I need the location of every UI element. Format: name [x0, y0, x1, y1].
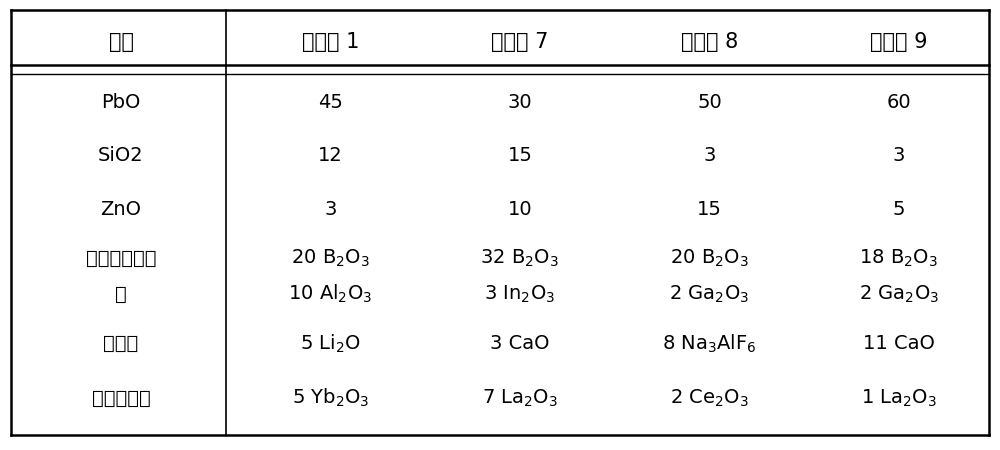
Text: 60: 60: [887, 93, 911, 112]
Text: 20 B$_2$O$_3$: 20 B$_2$O$_3$: [670, 248, 749, 269]
Text: 50: 50: [697, 93, 722, 112]
Text: 30: 30: [508, 93, 532, 112]
Text: 镧系氧化物: 镧系氧化物: [92, 389, 150, 408]
Text: 8 Na$_3$AlF$_6$: 8 Na$_3$AlF$_6$: [662, 333, 757, 355]
Text: 实施例 9: 实施例 9: [870, 32, 928, 52]
Text: 15: 15: [697, 200, 722, 219]
Text: 实施例 1: 实施例 1: [302, 32, 359, 52]
Text: 1 La$_2$O$_3$: 1 La$_2$O$_3$: [861, 387, 937, 409]
Text: 45: 45: [318, 93, 343, 112]
Text: 20 B$_2$O$_3$: 20 B$_2$O$_3$: [291, 248, 370, 269]
Text: 18 B$_2$O$_3$: 18 B$_2$O$_3$: [859, 248, 938, 269]
Text: 7 La$_2$O$_3$: 7 La$_2$O$_3$: [482, 387, 558, 409]
Text: 3 CaO: 3 CaO: [490, 334, 550, 353]
Text: 32 B$_2$O$_3$: 32 B$_2$O$_3$: [480, 248, 559, 269]
Text: 实施例 8: 实施例 8: [681, 32, 738, 52]
Text: 15: 15: [508, 146, 532, 165]
Text: 2 Ga$_2$O$_3$: 2 Ga$_2$O$_3$: [859, 284, 939, 305]
Text: 10: 10: [508, 200, 532, 219]
Text: 3: 3: [703, 146, 716, 165]
Text: 第三主族氧化: 第三主族氧化: [86, 249, 156, 268]
Text: 5 Li$_2$O: 5 Li$_2$O: [300, 333, 361, 355]
Text: 助熔剂: 助熔剂: [103, 334, 139, 353]
Text: 实施例 7: 实施例 7: [491, 32, 549, 52]
Text: 3 In$_2$O$_3$: 3 In$_2$O$_3$: [484, 284, 556, 305]
Text: SiO2: SiO2: [98, 146, 144, 165]
Text: 2 Ga$_2$O$_3$: 2 Ga$_2$O$_3$: [669, 284, 750, 305]
Text: 2 Ce$_2$O$_3$: 2 Ce$_2$O$_3$: [670, 387, 749, 409]
Text: ZnO: ZnO: [101, 200, 142, 219]
Text: 10 Al$_2$O$_3$: 10 Al$_2$O$_3$: [288, 283, 373, 306]
Text: 5 Yb$_2$O$_3$: 5 Yb$_2$O$_3$: [292, 387, 369, 409]
Text: 3: 3: [324, 200, 337, 219]
Text: 3: 3: [893, 146, 905, 165]
Text: 5: 5: [893, 200, 905, 219]
Text: 项目: 项目: [109, 32, 134, 52]
Text: 11 CaO: 11 CaO: [863, 334, 935, 353]
Text: 12: 12: [318, 146, 343, 165]
Text: 物: 物: [115, 285, 127, 304]
Text: PbO: PbO: [101, 93, 141, 112]
